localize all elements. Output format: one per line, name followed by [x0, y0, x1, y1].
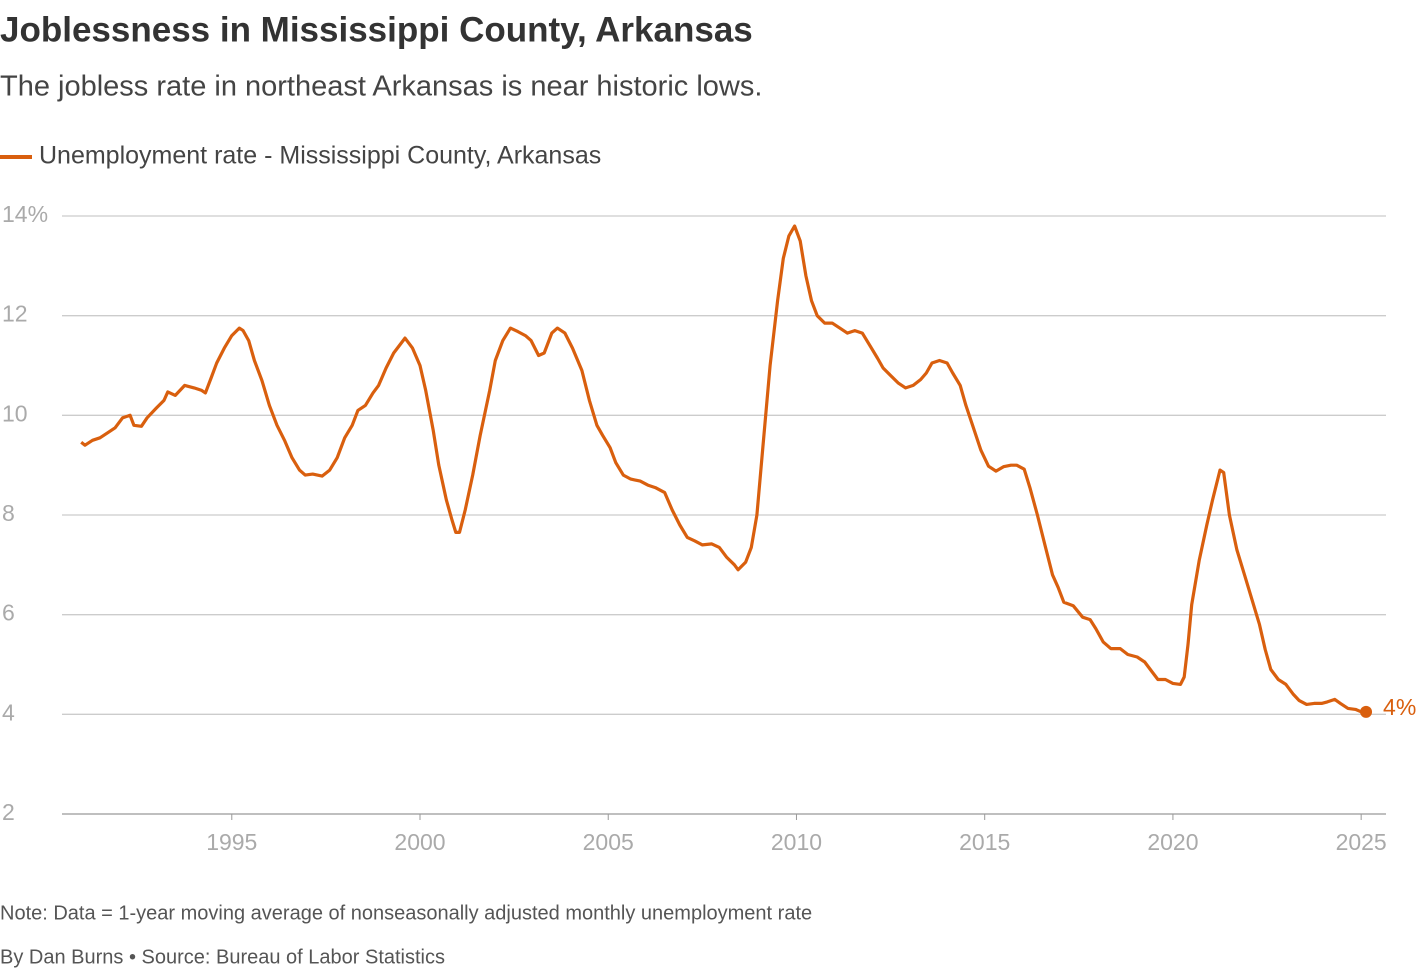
x-tick-label: 2025 — [1336, 829, 1387, 855]
x-tick-label: 2020 — [1147, 829, 1198, 855]
x-tick-label: 2015 — [959, 829, 1010, 855]
y-tick-label: 6 — [2, 600, 15, 626]
y-tick-label: 4 — [2, 699, 15, 725]
x-tick-label: 2010 — [771, 829, 822, 855]
x-tick-label: 1995 — [206, 829, 257, 855]
y-tick-label: 12 — [2, 301, 28, 327]
y-tick-label: 10 — [2, 400, 28, 426]
chart-subtitle: The jobless rate in northeast Arkansas i… — [0, 71, 762, 103]
note: Note: Data = 1-year moving average of no… — [0, 902, 812, 924]
y-tick-label: 2 — [2, 799, 15, 825]
chart-title: Joblessness in Mississippi County, Arkan… — [0, 10, 753, 49]
credit: By Dan Burns • Source: Bureau of Labor S… — [0, 946, 445, 968]
legend-label: Unemployment rate - Mississippi County, … — [39, 142, 601, 170]
x-tick-label: 2000 — [394, 829, 445, 855]
end-point — [1360, 705, 1373, 718]
y-tick-label: 14% — [2, 201, 48, 227]
line-series — [80, 224, 1366, 714]
y-tick-label: 8 — [2, 500, 15, 526]
x-tick-label: 2005 — [583, 829, 634, 855]
end-label: 4% — [1383, 694, 1416, 720]
